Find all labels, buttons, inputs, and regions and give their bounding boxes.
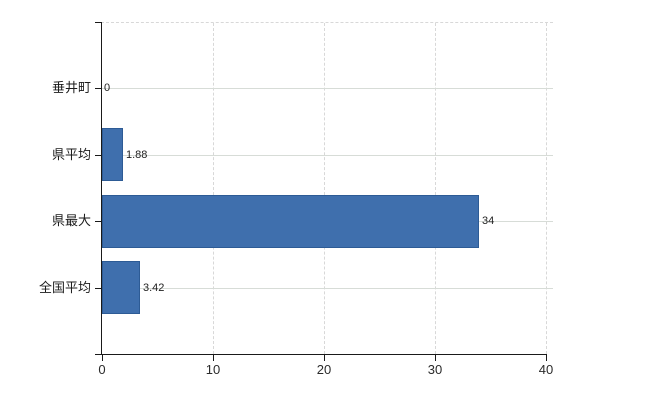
v-gridline	[546, 23, 547, 354]
x-tick	[102, 354, 103, 361]
y-tick	[95, 155, 101, 156]
data-label: 0	[104, 82, 111, 94]
v-gridline	[324, 23, 325, 354]
v-gridline	[435, 23, 436, 354]
x-axis-line	[95, 354, 547, 355]
plot-top-border	[101, 22, 553, 23]
v-gridline	[213, 23, 214, 354]
x-tick	[546, 354, 547, 361]
x-tick-label: 10	[205, 362, 221, 377]
bar	[102, 195, 479, 248]
data-label: 1.88	[126, 149, 148, 161]
category-label: 垂井町	[51, 80, 91, 95]
data-label: 3.42	[143, 282, 165, 294]
category-label: 県平均	[51, 147, 91, 162]
y-tick	[95, 221, 101, 222]
data-label: 34	[482, 215, 495, 227]
y-tick	[95, 22, 101, 23]
x-tick-label: 30	[427, 362, 443, 377]
y-tick	[95, 88, 101, 89]
x-tick	[324, 354, 325, 361]
x-tick	[435, 354, 436, 361]
category-label: 全国平均	[38, 280, 91, 295]
category-label: 県最大	[51, 213, 91, 228]
y-axis-line	[101, 22, 102, 354]
bar	[102, 128, 123, 181]
y-tick	[95, 288, 101, 289]
x-tick-label: 40	[538, 362, 554, 377]
h-gridline	[102, 288, 553, 289]
x-tick-label: 0	[98, 362, 106, 377]
x-tick-label: 20	[316, 362, 332, 377]
h-gridline	[102, 88, 553, 89]
x-tick	[213, 354, 214, 361]
h-gridline	[102, 155, 553, 156]
bar	[102, 261, 140, 314]
